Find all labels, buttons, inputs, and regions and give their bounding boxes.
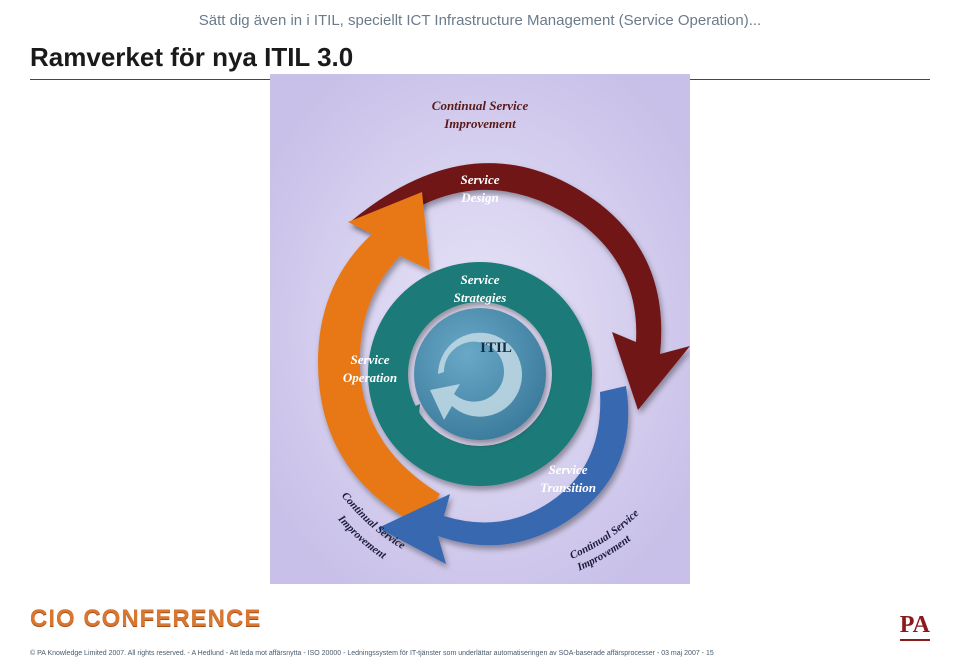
footer-copyright: © PA Knowledge Limited 2007. All rights …	[30, 650, 930, 657]
label-strategies-2: Strategies	[454, 290, 507, 305]
label-operation-1: Service	[351, 352, 390, 367]
page-subtitle: Sätt dig även in i ITIL, speciellt ICT I…	[0, 12, 960, 29]
cio-conference-logo: CIO CONFERENCE	[30, 605, 261, 633]
label-design-1: Service	[461, 172, 500, 187]
label-csi-top-1: Continual Service	[432, 98, 529, 113]
label-operation-2: Operation	[343, 370, 397, 385]
pa-logo: PA	[900, 612, 930, 641]
itil-lifecycle-diagram: Continual Service Improvement Service De…	[270, 74, 690, 584]
label-transition-2: Transition	[540, 480, 596, 495]
label-design-2: Design	[460, 190, 499, 205]
label-transition-1: Service	[549, 462, 588, 477]
label-strategies-1: Service	[461, 272, 500, 287]
center-disc	[414, 308, 546, 440]
label-csi-top-2: Improvement	[443, 116, 516, 131]
label-itil: ITIL	[480, 340, 512, 356]
page-title: Ramverket för nya ITIL 3.0	[30, 42, 930, 73]
